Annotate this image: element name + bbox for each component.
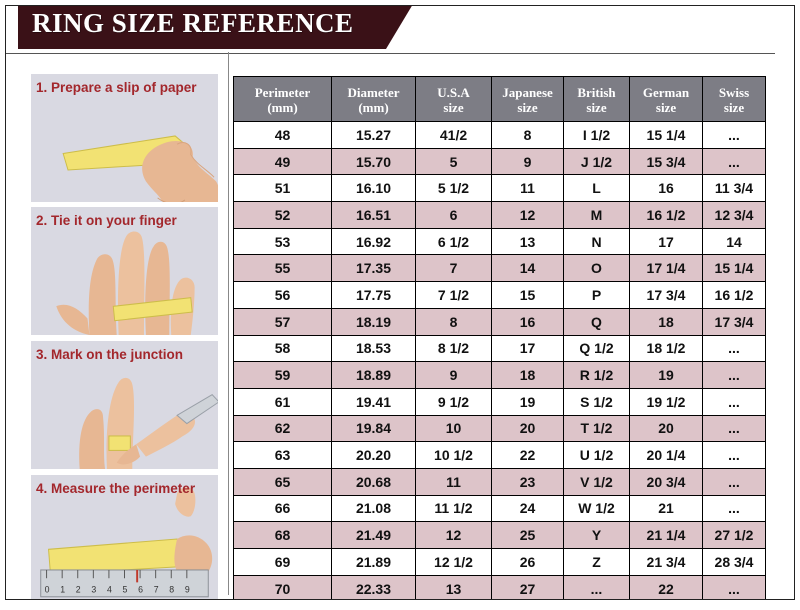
svg-text:7: 7 [154,584,159,594]
svg-text:0: 0 [45,584,50,594]
svg-text:5: 5 [123,584,128,594]
svg-text:1: 1 [60,584,65,594]
svg-text:3: 3 [91,584,96,594]
svg-text:6: 6 [138,584,143,594]
svg-text:4: 4 [107,584,112,594]
svg-text:9: 9 [185,584,190,594]
svg-text:8: 8 [169,584,174,594]
svg-text:2: 2 [76,584,81,594]
